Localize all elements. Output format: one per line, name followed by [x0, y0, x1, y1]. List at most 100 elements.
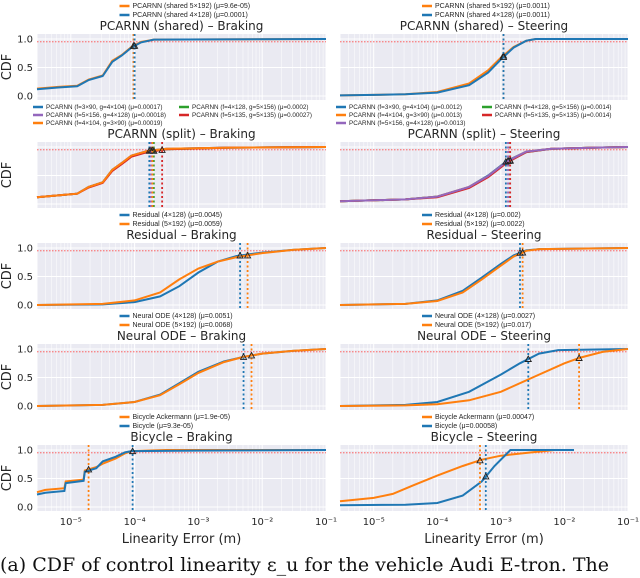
legend-entry: Neural ODE (4×128) (μ=0.0027) — [422, 313, 535, 320]
figure-caption: (a) CDF of control linearity ε_u for the… — [0, 554, 609, 576]
x-tick-label: 10⁻² — [553, 517, 575, 528]
panel-title: Neural ODE – Steering — [417, 329, 551, 343]
y-tick-label: 1.0 — [17, 244, 33, 255]
panel-title: Neural ODE – Braking — [117, 329, 246, 343]
x-tick-label: 10⁻⁵ — [363, 517, 385, 528]
legend-label: Bicycle (μ=0.00058) — [435, 423, 497, 430]
y-tick-label: 1.0 — [17, 345, 33, 356]
legend-label: PCARNN (f=4×104, g=3×90) (μ=0.0013) — [349, 112, 462, 119]
x-tick-label: 10⁻² — [251, 517, 273, 528]
y-tick-label: 0.0 — [17, 301, 33, 312]
mean-marker-triangle — [482, 472, 490, 480]
legend-entry: PCARNN (f=4×128, g=5×156) (μ=0.0002) — [179, 104, 309, 111]
legend-entry: PCARNN (f=5×135, g=5×135) (μ=0.00027) — [179, 112, 312, 119]
y-tick-label: 0.5 — [17, 373, 33, 384]
series-line-2 — [36, 247, 327, 306]
legend-label: Bicycle (μ=9.3e-05) — [133, 423, 194, 430]
y-tick-label: 0.5 — [17, 63, 33, 74]
panel-title: PCARNN (split) – Steering — [408, 127, 561, 141]
legend-label: PCARNN (f=3×90, g=4×104) (μ=0.0012) — [349, 104, 462, 111]
panel-8: Neural ODE – Steering Neural ODE (4×128) … — [339, 313, 629, 410]
panel-10: Bicycle – Steering Bicycle Ackermann (μ=0… — [339, 414, 639, 547]
legend-entry: Residual (5×192) (μ=0.0059) — [119, 221, 222, 228]
series-line-2 — [339, 38, 628, 97]
series-line-2 — [339, 247, 629, 306]
panel-3: PCARNN (split) – Braking PCARNN (f=3×90, … — [0, 104, 327, 208]
legend-entry: PCARNN (shared 5×192) (μ=0.0011) — [422, 3, 550, 10]
series-line-2 — [36, 38, 327, 91]
legend-label: Bicycle Ackermann (μ=0.00047) — [435, 414, 534, 421]
mean-marker-triangle — [575, 354, 583, 361]
legend-entry: PCARNN (f=4×104, g=3×90) (μ=0.00019) — [33, 120, 163, 127]
panel-title: Residual – Steering — [427, 228, 542, 242]
mean-marker-triangle — [239, 352, 248, 360]
legend-label: Neural ODE (4×128) (μ=0.0051) — [133, 313, 233, 320]
legend-entry: PCARNN (f=4×128, g=5×156) (μ=0.0014) — [482, 104, 612, 111]
series-line-1 — [339, 449, 556, 503]
series-line-5 — [339, 146, 629, 203]
legend-entry: PCARNN (f=3×90, g=4×104) (μ=0.00017) — [33, 104, 163, 111]
legend-label: Residual (5×192) (μ=0.0022) — [435, 221, 525, 228]
panel-9: Bicycle – Braking Bicycle Ackermann (μ=1.… — [0, 414, 337, 547]
series-line-1 — [339, 348, 629, 407]
legend-entry: PCARNN (f=5×156, g=4×128) (μ=0.0013) — [336, 120, 466, 127]
y-axis-label: CDF — [0, 162, 15, 189]
legend-entry: Bicycle (μ=9.3e-05) — [119, 423, 194, 430]
legend-label: PCARNN (shared 5×192) (μ=0.0011) — [435, 3, 550, 10]
panel-5: Residual – Braking Residual (4×128) (μ=0.… — [0, 212, 327, 312]
legend-entry: PCARNN (shared 4×128) (μ=0.0001) — [119, 12, 248, 19]
x-tick-label: 10⁻⁵ — [60, 517, 82, 528]
legend-label: PCARNN (shared 5×192) (μ=9.6e-05) — [133, 3, 251, 10]
panel-title: PCARNN (shared) – Steering — [400, 19, 568, 33]
legend-label: PCARNN (f=5×135, g=5×135) (μ=0.0014) — [495, 112, 612, 119]
panel-title: Bicycle – Braking — [130, 430, 232, 444]
legend-entry: Neural ODE (4×128) (μ=0.0051) — [119, 313, 233, 320]
mean-marker-triangle — [247, 351, 256, 359]
legend-entry: Neural ODE (5×192) (μ=0.017) — [422, 322, 531, 329]
panel-6: Residual – Steering Residual (4×128) (μ=0… — [339, 212, 629, 309]
mean-marker-triangle — [128, 447, 137, 455]
y-axis-label: CDF — [0, 54, 15, 81]
series-line-2 — [339, 449, 574, 507]
legend-entry: Neural ODE (5×192) (μ=0.0068) — [119, 322, 233, 329]
panel-title: PCARNN (shared) – Braking — [100, 19, 264, 33]
y-tick-label: 0.0 — [17, 92, 33, 103]
y-tick-label: 0.5 — [17, 272, 33, 283]
series-line-2 — [36, 348, 327, 407]
mean-marker-triangle — [243, 251, 252, 259]
mean-marker-triangle — [148, 146, 157, 154]
y-tick-label: 1.0 — [17, 35, 33, 46]
y-tick-label: 0.5 — [17, 474, 33, 485]
mean-marker-triangle — [130, 41, 139, 49]
legend-entry: PCARNN (f=5×135, g=5×135) (μ=0.0014) — [482, 112, 612, 119]
legend-label: Neural ODE (5×192) (μ=0.017) — [435, 322, 531, 329]
legend-entry: PCARNN (f=3×90, g=4×104) (μ=0.0012) — [336, 104, 462, 111]
legend-entry: Bicycle (μ=0.00058) — [422, 423, 497, 430]
legend-label: PCARNN (f=3×90, g=4×104) (μ=0.00017) — [46, 104, 163, 111]
x-tick-label: 10⁻⁴ — [124, 517, 146, 528]
legend-entry: Bicycle Ackermann (μ=1.9e-05) — [119, 414, 230, 421]
legend-label: PCARNN (shared 4×128) (μ=0.0011) — [435, 12, 550, 19]
legend-entry: PCARNN (f=4×104, g=3×90) (μ=0.0013) — [336, 112, 462, 119]
legend-label: PCARNN (f=5×135, g=5×135) (μ=0.00027) — [192, 112, 312, 119]
legend-label: PCARNN (f=4×128, g=5×156) (μ=0.0002) — [192, 104, 309, 111]
mean-marker-triangle — [84, 465, 93, 473]
mean-marker-triangle — [504, 156, 512, 164]
y-axis-label: CDF — [0, 465, 15, 492]
mean-marker-triangle — [518, 248, 527, 256]
x-tick-label: 10⁻⁴ — [426, 517, 448, 528]
legend-entry: PCARNN (shared 5×192) (μ=9.6e-05) — [119, 3, 251, 10]
series-line-5 — [36, 146, 327, 199]
panel-title: Bicycle – Steering — [431, 430, 538, 444]
x-tick-label: 10⁻¹ — [315, 517, 337, 528]
legend-label: PCARNN (shared 4×128) (μ=0.0001) — [133, 12, 248, 19]
panel-4: PCARNN (split) – Steering PCARNN (f=3×90,… — [336, 104, 629, 208]
mean-marker-triangle — [476, 456, 484, 464]
panel-title: PCARNN (split) – Braking — [107, 127, 255, 141]
legend-entry: PCARNN (f=5×156, g=4×128) (μ=0.00018) — [33, 112, 166, 119]
legend-entry: Bicycle Ackermann (μ=0.00047) — [422, 414, 534, 421]
x-axis-label: Linearity Error (m) — [424, 532, 544, 547]
